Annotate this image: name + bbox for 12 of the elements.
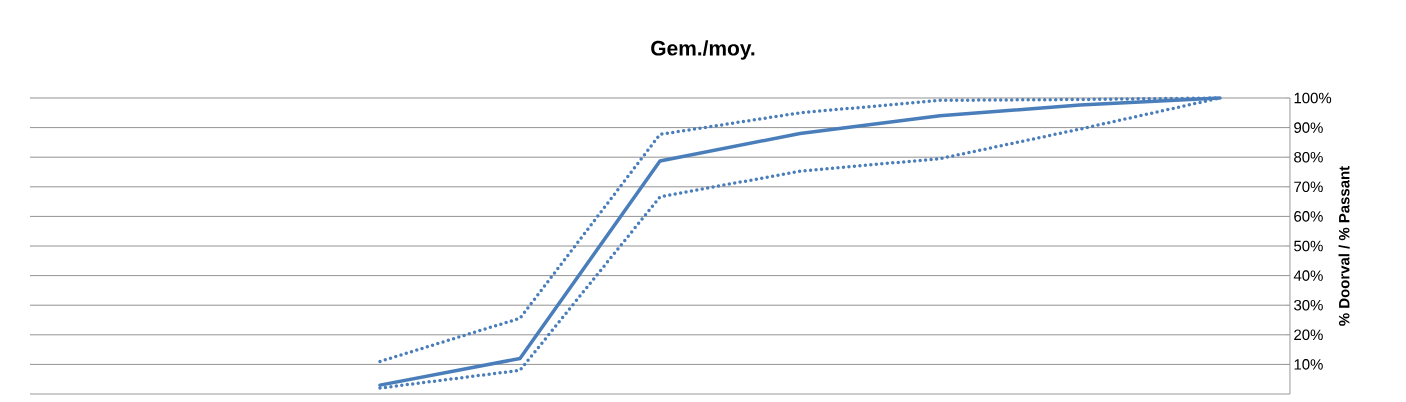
y-tick-label: 100%: [1294, 92, 1332, 104]
y-tick-label: 20%: [1294, 329, 1323, 341]
y-axis-title: % Doorval / % Passant: [1338, 166, 1350, 326]
y-tick-label: 50%: [1294, 240, 1323, 252]
y-tick-label: 10%: [1294, 359, 1323, 370]
y-tick-label: 30%: [1294, 299, 1323, 311]
y-tick-label: 40%: [1293, 270, 1323, 281]
y-tick-label: 80%: [1294, 151, 1323, 163]
y-tick-label: 90%: [1294, 122, 1323, 133]
chart-title: Gem./moy.: [651, 40, 755, 60]
y-tick-label: 70%: [1294, 181, 1323, 193]
y-tick-label: 60%: [1294, 211, 1323, 222]
